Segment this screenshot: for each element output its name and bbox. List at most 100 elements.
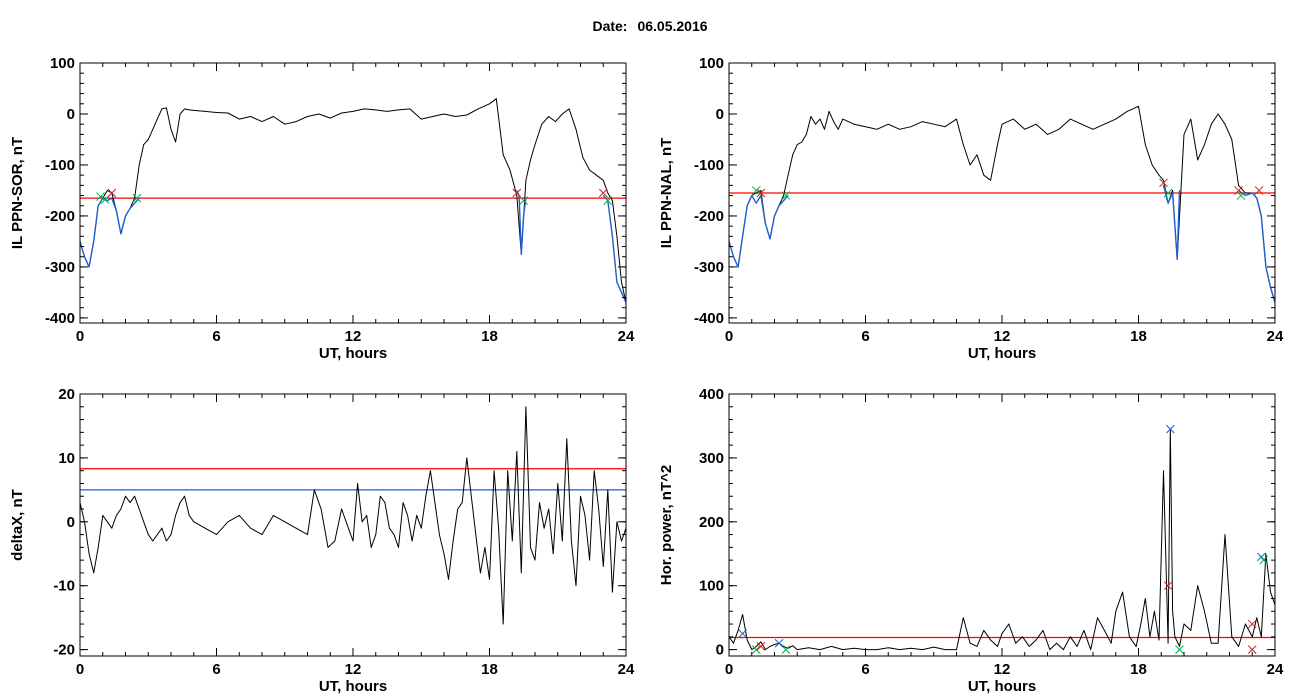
y-tick-label: -100 (45, 157, 75, 174)
data-point (138, 164, 140, 166)
data-point (910, 647, 912, 649)
data-point (97, 546, 99, 548)
data-point (452, 540, 454, 542)
data-point (520, 253, 522, 255)
data-point (448, 578, 449, 580)
data-point (774, 215, 775, 217)
y-tick-label: -400 (694, 310, 724, 327)
data-point (944, 649, 946, 651)
data-point (596, 174, 597, 176)
data-point (370, 546, 372, 548)
marker-stroke (603, 196, 613, 206)
series-line (80, 197, 140, 268)
data-point (204, 111, 206, 112)
x-axis-label: UT, hours (968, 345, 1036, 362)
x-tick-label: 6 (861, 661, 869, 678)
data-point (607, 192, 609, 194)
data-point (1197, 159, 1199, 161)
data-point (147, 534, 149, 535)
data-point (1176, 258, 1178, 260)
event-marker (1163, 581, 1173, 591)
x-tick-label: 24 (1267, 661, 1284, 678)
data-point (475, 534, 477, 535)
chart-p4: 0 6 12 18 24 0 100 200 300 400 UT, hours Hor. power… (658, 386, 1284, 695)
data-point (616, 281, 618, 283)
data-point (976, 646, 978, 647)
data-point (611, 235, 613, 237)
data-point (352, 540, 354, 542)
data-point (990, 639, 992, 641)
x-tick-label: 0 (76, 661, 84, 678)
data-point (1015, 642, 1017, 644)
data-point (295, 121, 297, 123)
data-point (161, 108, 163, 110)
marker-stroke (1256, 552, 1266, 562)
data-point (1012, 118, 1014, 120)
data-point (498, 527, 499, 529)
data-point (1172, 190, 1174, 191)
series-line (729, 105, 1275, 303)
data-point (796, 649, 798, 651)
data-point (566, 438, 568, 440)
data-point (106, 200, 108, 202)
data-point (152, 128, 154, 130)
y-axis-label: IL PPN-SOR, nT (9, 137, 26, 249)
data-point (589, 169, 590, 171)
data-point (1224, 534, 1226, 535)
data-point (1158, 639, 1160, 641)
data-point (516, 195, 518, 196)
y-tick-label: 0 (716, 642, 724, 659)
data-point (170, 534, 172, 535)
event-marker (774, 638, 784, 648)
data-point (1167, 202, 1169, 204)
data-point (956, 118, 957, 120)
data-point (493, 470, 495, 472)
data-point (1103, 630, 1105, 631)
data-point (1049, 649, 1051, 651)
data-point (284, 521, 286, 523)
data-point (272, 116, 274, 117)
data-point (561, 540, 563, 542)
data-point (760, 190, 762, 191)
data-point (88, 553, 90, 555)
x-tick-label: 0 (76, 328, 84, 345)
data-point (1092, 128, 1094, 130)
x-tick-label: 12 (345, 661, 362, 678)
data-point (398, 109, 399, 111)
marker-stroke (751, 645, 761, 654)
event-marker (1236, 191, 1246, 200)
data-point (1260, 215, 1262, 217)
data-point (1204, 144, 1205, 145)
x-tick-label: 12 (345, 328, 362, 345)
data-point (439, 534, 440, 535)
marker-stroke (1259, 555, 1268, 565)
data-point (238, 515, 240, 516)
data-point (1172, 610, 1174, 612)
data-point (760, 195, 762, 196)
data-point (810, 116, 812, 117)
data-point (548, 508, 550, 510)
data-point (457, 508, 459, 510)
data-point (842, 118, 844, 120)
data-point (1024, 128, 1026, 130)
marker-stroke (132, 193, 142, 203)
data-point (830, 646, 832, 647)
event-marker (1254, 186, 1264, 195)
x-tick-label: 6 (212, 328, 220, 345)
data-point (129, 502, 131, 504)
series-line (80, 98, 626, 303)
data-point (783, 195, 784, 196)
data-point (910, 126, 912, 128)
data-point (352, 111, 354, 112)
data-point (402, 502, 404, 504)
event-marker (1259, 555, 1268, 565)
data-point (409, 108, 411, 110)
data-point (921, 649, 923, 651)
data-point (161, 527, 163, 529)
marker-stroke (1163, 188, 1173, 198)
data-point (1231, 139, 1233, 140)
data-point (520, 572, 522, 574)
data-point (769, 646, 771, 647)
data-point (602, 566, 604, 567)
data-point (329, 117, 331, 119)
